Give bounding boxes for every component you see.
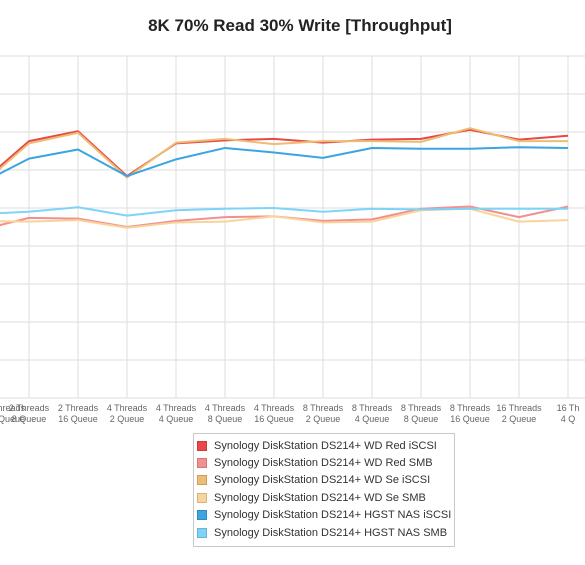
legend-label: Synology DiskStation DS214+ HGST NAS iSC… <box>214 509 452 522</box>
x-tick-label: 16 Queue <box>254 414 294 424</box>
series-line-5 <box>0 206 568 217</box>
legend: Synology DiskStation DS214+ WD Red iSCSI… <box>193 433 455 547</box>
legend-item: Synology DiskStation DS214+ HGST NAS SMB <box>197 524 454 541</box>
x-tick-label: 4 Q <box>561 414 576 424</box>
gridlines <box>0 55 585 399</box>
legend-label: Synology DiskStation DS214+ WD Se iSCSI <box>214 474 431 487</box>
legend-item: Synology DiskStation DS214+ WD Se SMB <box>197 489 454 506</box>
legend-swatch <box>197 527 207 538</box>
legend-item: Synology DiskStation DS214+ HGST NAS iSC… <box>197 507 454 524</box>
series-line-3 <box>0 207 569 229</box>
x-tick-label: Queue <box>0 414 25 424</box>
legend-swatch <box>197 475 207 486</box>
x-tick-label: 2 Queue <box>502 414 537 424</box>
legend-item: Synology DiskStation DS214+ WD Se iSCSI <box>197 472 454 489</box>
legend-swatch <box>197 458 207 469</box>
legend-swatch <box>197 440 207 451</box>
x-tick-label: 16 Threads <box>496 403 542 413</box>
x-tick-label: 4 Threads <box>205 403 246 413</box>
legend-label: Synology DiskStation DS214+ WD Red SMB <box>214 457 433 470</box>
legend-label: Synology DiskStation DS214+ WD Se SMB <box>214 491 426 504</box>
x-tick-label: 4 Threads <box>254 403 295 413</box>
x-tick-label: 4 Threads <box>107 403 148 413</box>
legend-label: Synology DiskStation DS214+ WD Red iSCSI <box>214 439 437 452</box>
series-line-2 <box>0 127 568 179</box>
series-line-4 <box>0 146 569 178</box>
legend-label: Synology DiskStation DS214+ HGST NAS SMB <box>214 526 448 539</box>
legend-swatch <box>197 510 207 521</box>
x-tick-label: 2 Threads <box>9 403 50 413</box>
legend-swatch <box>197 492 207 503</box>
series-lines <box>0 127 569 229</box>
x-tick-label: 8 Threads <box>450 403 491 413</box>
x-tick-label: 8 Queue <box>404 414 439 424</box>
x-tick-label: 8 Queue <box>208 414 243 424</box>
chart-title: 8K 70% Read 30% Write [Throughput] <box>148 16 452 35</box>
x-tick-label: 8 Queue <box>12 414 47 424</box>
legend-item: Synology DiskStation DS214+ WD Red iSCSI <box>197 437 454 454</box>
x-tick-label: 4 Queue <box>159 414 194 424</box>
legend-item: Synology DiskStation DS214+ WD Red SMB <box>197 454 454 471</box>
x-tick-label: 8 Threads <box>303 403 344 413</box>
x-tick-label: 16 Queue <box>58 414 98 424</box>
x-tick-label: 4 Threads <box>156 403 197 413</box>
x-tick-label: 2 Queue <box>306 414 341 424</box>
x-tick-label: 4 Queue <box>355 414 390 424</box>
x-tick-label: 2 Queue <box>110 414 145 424</box>
x-tick-label: 8 Threads <box>352 403 393 413</box>
x-tick-label: 16 Queue <box>450 414 490 424</box>
x-tick-label: 2 Threads <box>58 403 99 413</box>
series-line-0 <box>0 128 569 178</box>
x-tick-label: 16 Th <box>557 403 580 413</box>
x-tick-label: Threads <box>0 403 25 413</box>
x-tick-label: 8 Threads <box>401 403 442 413</box>
